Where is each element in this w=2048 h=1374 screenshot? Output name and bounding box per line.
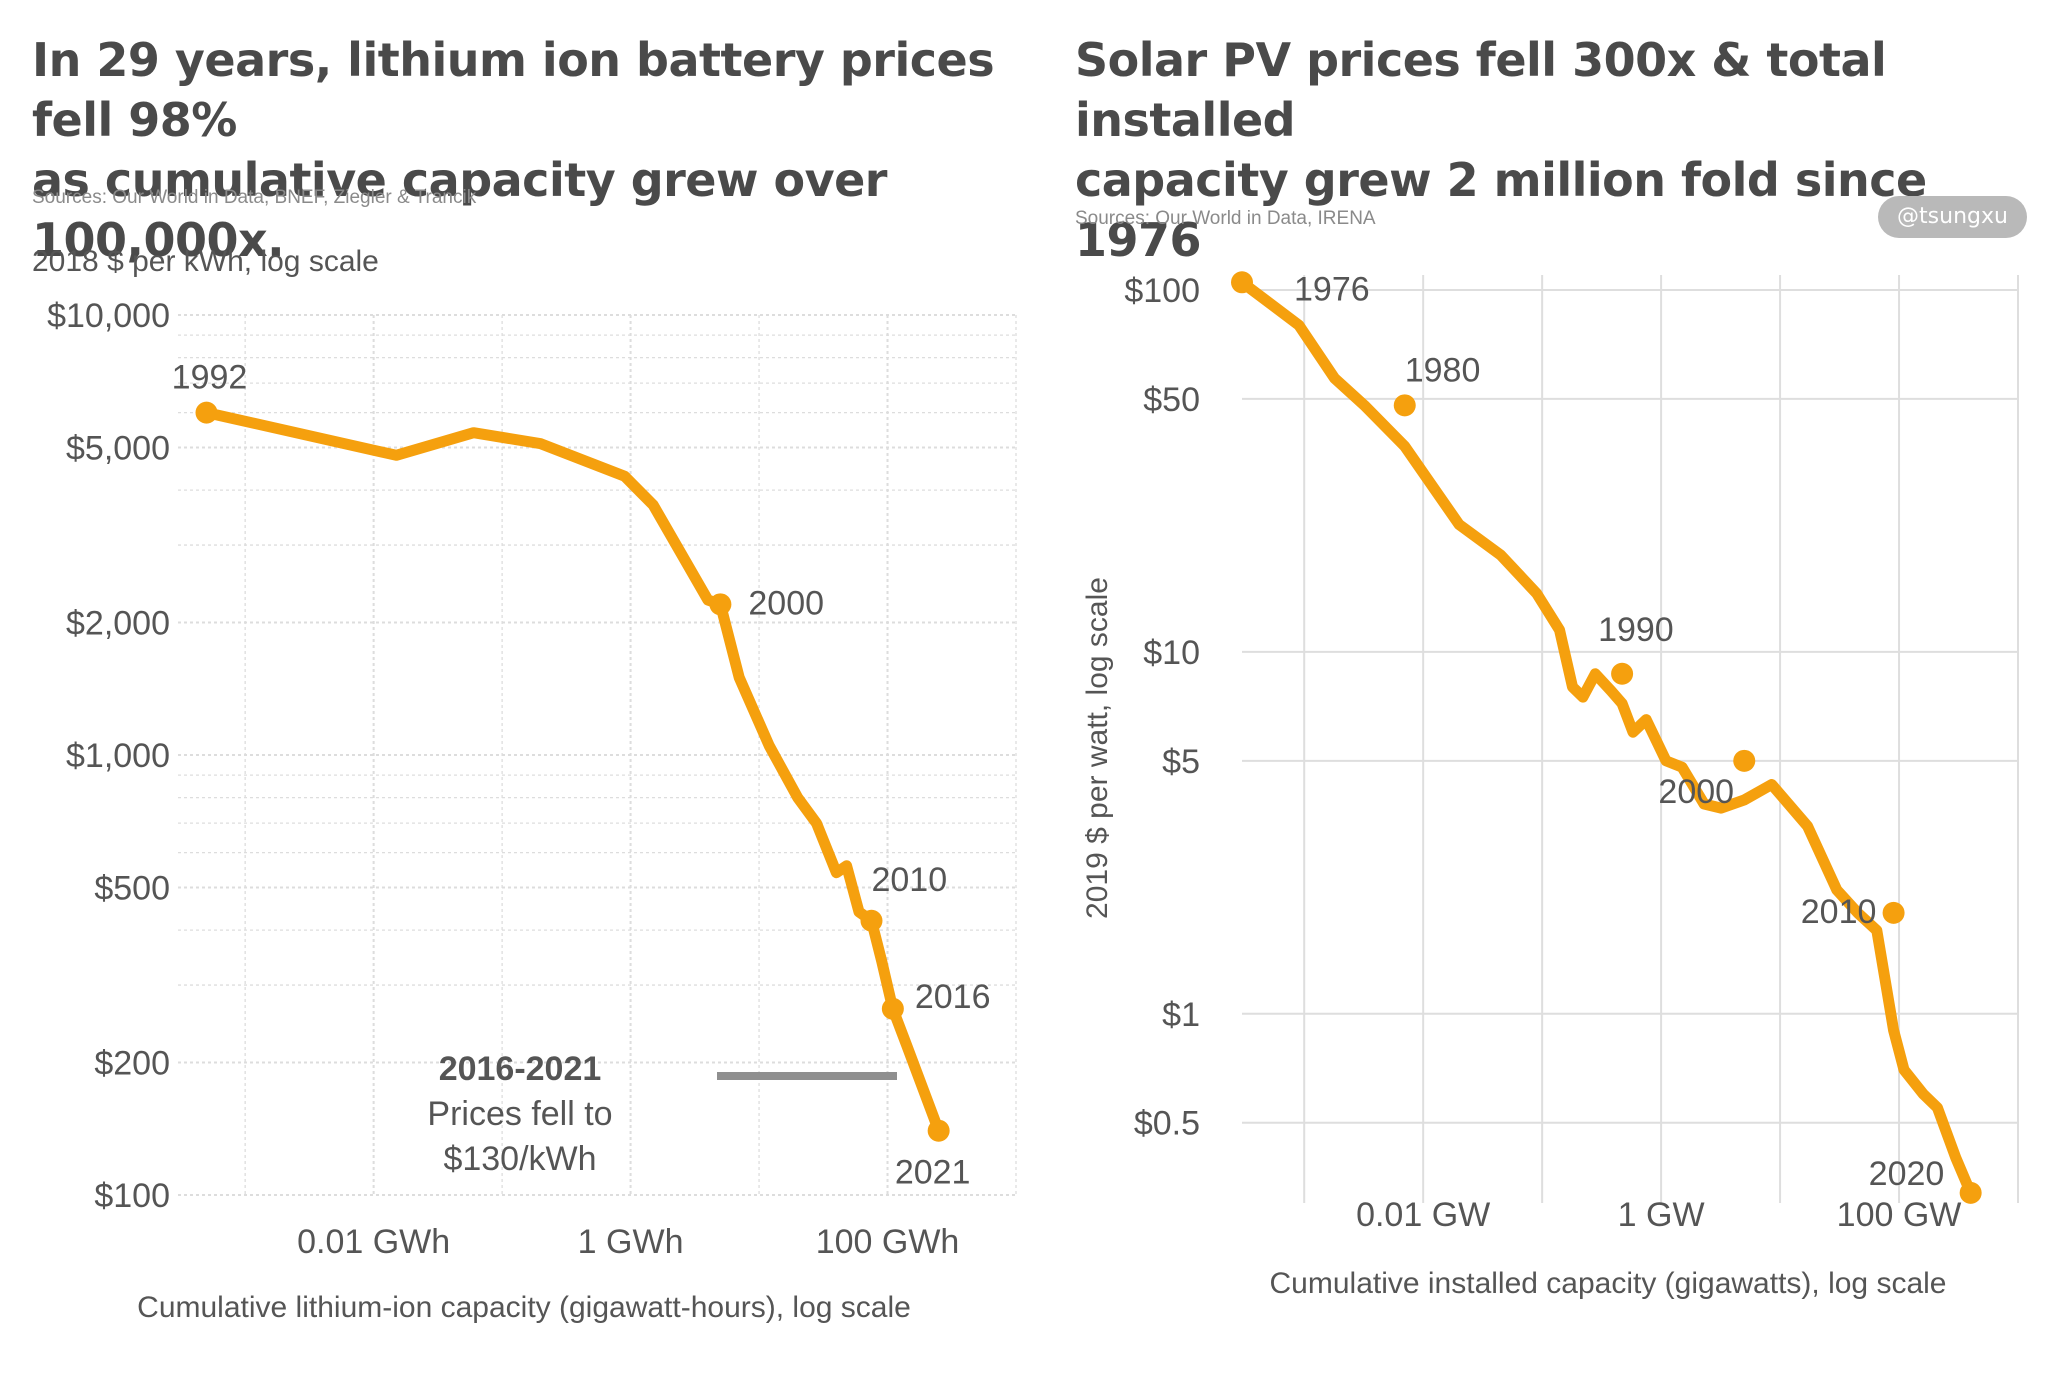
battery-x-tick-label: 0.01 GWh	[297, 1223, 450, 1261]
battery-title-line-2: as cumulative capacity grew over 100,000…	[32, 153, 888, 267]
solar-point-2000	[1733, 749, 1756, 772]
solar-point-1980	[1393, 394, 1416, 417]
battery-point-2021	[927, 1119, 950, 1142]
battery-price-line	[201, 407, 945, 1137]
solar-point-label-2020: 2020	[1869, 1155, 1945, 1193]
battery-chart-panel: In 29 years, lithium ion battery prices …	[32, 30, 1050, 278]
battery-point-label-2021: 2021	[895, 1154, 971, 1192]
battery-y-tick-label: $2,000	[66, 605, 170, 643]
battery-title-line-1: In 29 years, lithium ion battery prices …	[32, 33, 995, 147]
solar-y-tick-label: $10	[1143, 634, 1200, 672]
battery-point-label-2000: 2000	[748, 584, 824, 622]
solar-x-tick-label: 100 GW	[1837, 1196, 1962, 1234]
solar-y-tick-label: $100	[1124, 272, 1200, 310]
author-handle-badge: @tsungxu	[1878, 196, 2027, 238]
battery-point-2000	[709, 593, 732, 616]
solar-title-line-2: capacity grew 2 million fold since 1976	[1075, 153, 1927, 267]
solar-point-label-1976: 1976	[1294, 270, 1370, 308]
solar-point-label-2000: 2000	[1658, 773, 1734, 811]
solar-y-tick-label: $1	[1162, 996, 1200, 1034]
solar-chart-panel: Solar PV prices fell 300x & total instal…	[1050, 0, 2048, 1374]
solar-point-1976	[1231, 271, 1253, 294]
battery-point-2016	[881, 997, 904, 1020]
solar-chart-title: Solar PV prices fell 300x & total instal…	[1075, 30, 2048, 270]
battery-x-tick-label: 1 GWh	[578, 1223, 684, 1261]
battery-point-label-2010: 2010	[871, 861, 947, 899]
solar-y-tick-label: $0.5	[1134, 1105, 1200, 1143]
battery-x-tick-label: 100 GWh	[816, 1223, 960, 1261]
battery-point-1992	[195, 401, 218, 424]
solar-point-label-1980: 1980	[1405, 351, 1481, 389]
solar-title-line-1: Solar PV prices fell 300x & total instal…	[1075, 33, 1887, 147]
annotation-title: 2016-2021	[439, 1050, 602, 1088]
solar-point-2010	[1882, 901, 1905, 924]
battery-y-tick-label: $10,000	[47, 297, 170, 335]
annotation-line-1: Prices fell to	[427, 1095, 612, 1133]
solar-point-1990	[1611, 662, 1634, 685]
battery-y-tick-label: $100	[94, 1177, 170, 1215]
solar-x-axis-title: Cumulative installed capacity (gigawatts…	[1270, 1267, 1947, 1300]
battery-annotation: 2016-2021 Prices fell to $130/kWh	[427, 1050, 897, 1178]
annotation-line-2: $130/kWh	[443, 1140, 596, 1178]
solar-y-axis-title: 2019 $ per watt, log scale	[1081, 577, 1114, 919]
annotation-bar	[717, 1072, 897, 1080]
battery-y-tick-label: $1,000	[66, 737, 170, 775]
battery-x-axis-title: Cumulative lithium-ion capacity (gigawat…	[137, 1291, 911, 1324]
solar-x-tick-label: 1 GW	[1618, 1196, 1705, 1234]
battery-price-chart: $10,000 $5,000 $2,000 $1,000 $500 $200 $100 0.0…	[47, 297, 1017, 1324]
battery-source: Sources: Our World in Data, BNEF, Ziegle…	[32, 187, 477, 208]
battery-y-tick-label: $200	[94, 1045, 170, 1083]
battery-y-tick-label: $5,000	[66, 429, 170, 467]
solar-price-chart: $100 $50 $10 $5 $1 $0.5 0.01 GW 1 GW 100 GW Cumul…	[1081, 270, 2019, 1300]
solar-grid	[1242, 275, 2019, 1203]
battery-point-label-2016: 2016	[915, 978, 991, 1016]
solar-y-tick-label: $50	[1143, 381, 1200, 419]
battery-y-unit: 2018 $ per kWh, log scale	[32, 245, 379, 278]
battery-point-label-1992: 1992	[172, 359, 248, 397]
battery-grid	[178, 314, 1017, 1196]
battery-point-2010	[860, 909, 883, 932]
battery-y-tick-label: $500	[94, 869, 170, 907]
solar-x-tick-label: 0.01 GW	[1356, 1196, 1490, 1234]
solar-y-tick-label: $5	[1162, 743, 1200, 781]
solar-source: Sources: Our World in Data, IRENA	[1075, 208, 1376, 229]
solar-point-label-1990: 1990	[1598, 611, 1674, 649]
battery-chart-title: In 29 years, lithium ion battery prices …	[32, 30, 1050, 270]
solar-point-2020	[1959, 1181, 1982, 1204]
solar-point-label-2010: 2010	[1801, 893, 1877, 931]
solar-price-line	[1236, 276, 1977, 1199]
